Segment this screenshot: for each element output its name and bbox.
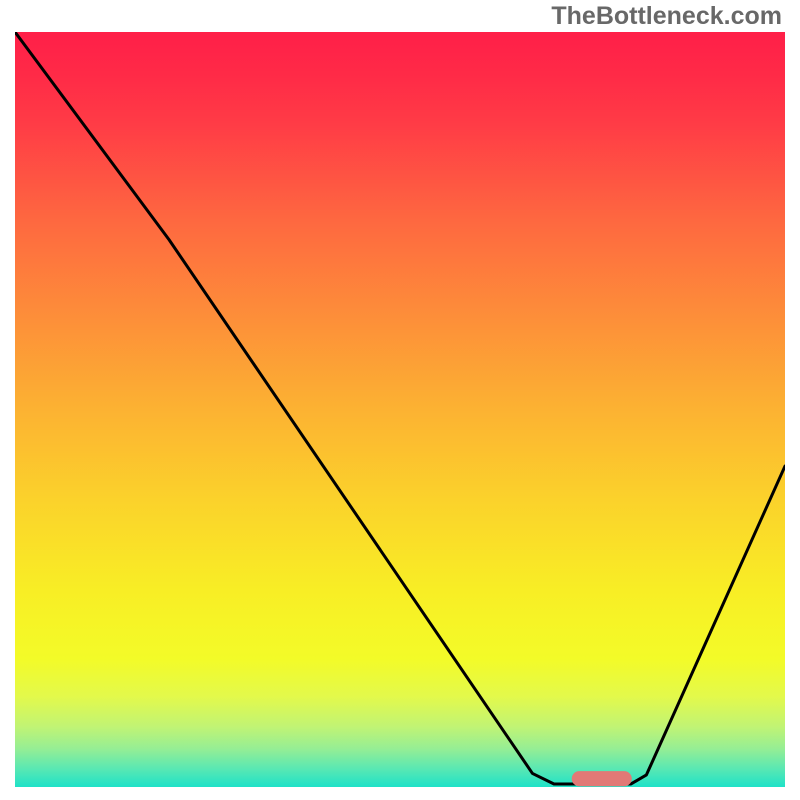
plot-area [15,32,785,787]
watermark: TheBottleneck.com [551,2,782,31]
stage: TheBottleneck.com [0,0,800,800]
background-gradient [15,32,785,787]
